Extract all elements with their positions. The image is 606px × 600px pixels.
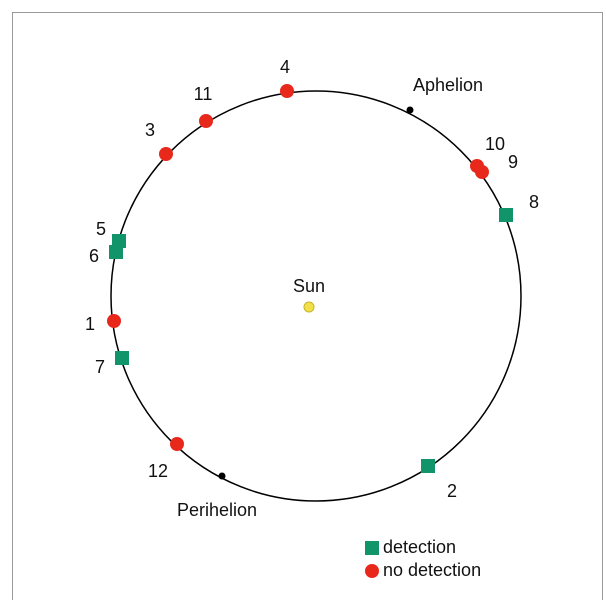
detection-marker [115, 351, 129, 365]
legend-label: detection [383, 537, 456, 557]
perihelion-marker [218, 472, 226, 480]
no-detection-marker [199, 114, 213, 128]
point-label: 5 [96, 219, 106, 239]
point-label: 10 [485, 134, 505, 154]
point-label: 3 [145, 120, 155, 140]
point-label: 4 [280, 57, 290, 77]
point-label: 8 [529, 192, 539, 212]
point-label: 12 [148, 461, 168, 481]
point-label: 7 [95, 357, 105, 377]
point-label: 1 [85, 314, 95, 334]
aphelion-label: Aphelion [413, 75, 483, 95]
perihelion-label: Perihelion [177, 500, 257, 520]
point-label: 9 [508, 152, 518, 172]
point-label: 6 [89, 246, 99, 266]
point-label: 2 [447, 481, 457, 501]
aphelion-marker [406, 106, 414, 114]
sun-marker [303, 301, 315, 313]
orbit [110, 90, 522, 502]
frame [12, 12, 603, 600]
detection-marker [499, 208, 513, 222]
no-detection-marker [475, 165, 489, 179]
point-label: 11 [194, 84, 213, 104]
legend-no-detection-marker [365, 564, 379, 578]
detection-marker [112, 234, 126, 248]
sun-label: Sun [293, 276, 325, 296]
legend-detection-marker [365, 541, 379, 555]
detection-marker [109, 245, 123, 259]
no-detection-marker [170, 437, 184, 451]
no-detection-marker [107, 314, 121, 328]
no-detection-marker [280, 84, 294, 98]
detection-marker [421, 459, 435, 473]
no-detection-marker [159, 147, 173, 161]
legend-label: no detection [383, 560, 481, 580]
